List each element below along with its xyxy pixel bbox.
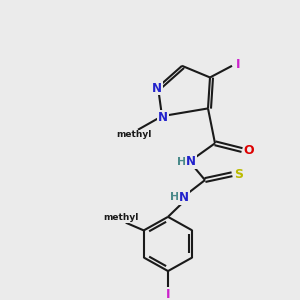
Text: N: N (186, 155, 196, 168)
Text: N: N (179, 191, 189, 204)
Text: N: N (152, 82, 162, 94)
Text: I: I (166, 288, 170, 300)
Text: N: N (158, 111, 168, 124)
Text: I: I (236, 58, 240, 71)
Text: H: H (177, 157, 187, 167)
Text: methyl: methyl (116, 130, 152, 139)
Text: S: S (235, 168, 244, 181)
Text: O: O (244, 144, 254, 157)
Text: methyl: methyl (103, 213, 138, 222)
Text: H: H (170, 193, 180, 202)
